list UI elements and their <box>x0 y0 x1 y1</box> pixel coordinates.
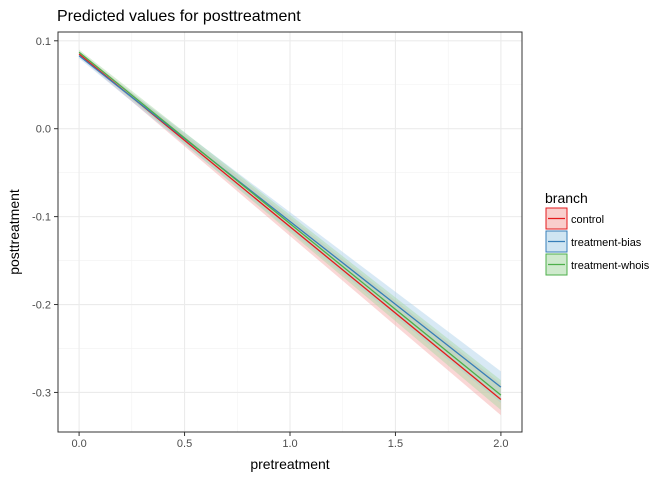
y-tick-label: 0.1 <box>36 36 51 48</box>
x-axis-label: pretreatment <box>250 456 329 472</box>
chart-title: Predicted values for posttreatment <box>57 8 301 25</box>
band-control <box>79 51 501 416</box>
y-tick-label: -0.3 <box>32 387 51 399</box>
y-tick-label: -0.2 <box>32 300 51 312</box>
legend-title: branch <box>545 190 588 206</box>
y-tick-label: -0.1 <box>32 212 51 224</box>
y-tick-label: 0.0 <box>36 124 51 136</box>
series-lines <box>78 51 502 400</box>
x-axis: 0.0 0.5 1.0 1.5 2.0 <box>71 432 509 450</box>
line-treatment-whois <box>78 51 502 396</box>
x-tick-label: 1.5 <box>388 438 403 450</box>
x-tick-label: 1.0 <box>282 438 297 450</box>
x-tick-label: 2.0 <box>493 438 508 450</box>
y-axis-label: posttreatment <box>6 189 22 275</box>
y-axis: 0.1 0.0 -0.1 -0.2 -0.3 <box>32 36 58 399</box>
x-tick-label: 0.0 <box>71 438 86 450</box>
line-treatment-bias <box>78 55 502 388</box>
legend-label-treatment-bias: treatment-bias <box>571 237 642 249</box>
legend-label-control: control <box>571 214 604 226</box>
x-tick-label: 0.5 <box>177 438 192 450</box>
legend: branch control treatment-bias treatment-wh… <box>545 190 650 276</box>
legend-label-treatment-whois: treatment-whois <box>571 260 650 272</box>
grid-major <box>58 32 522 432</box>
